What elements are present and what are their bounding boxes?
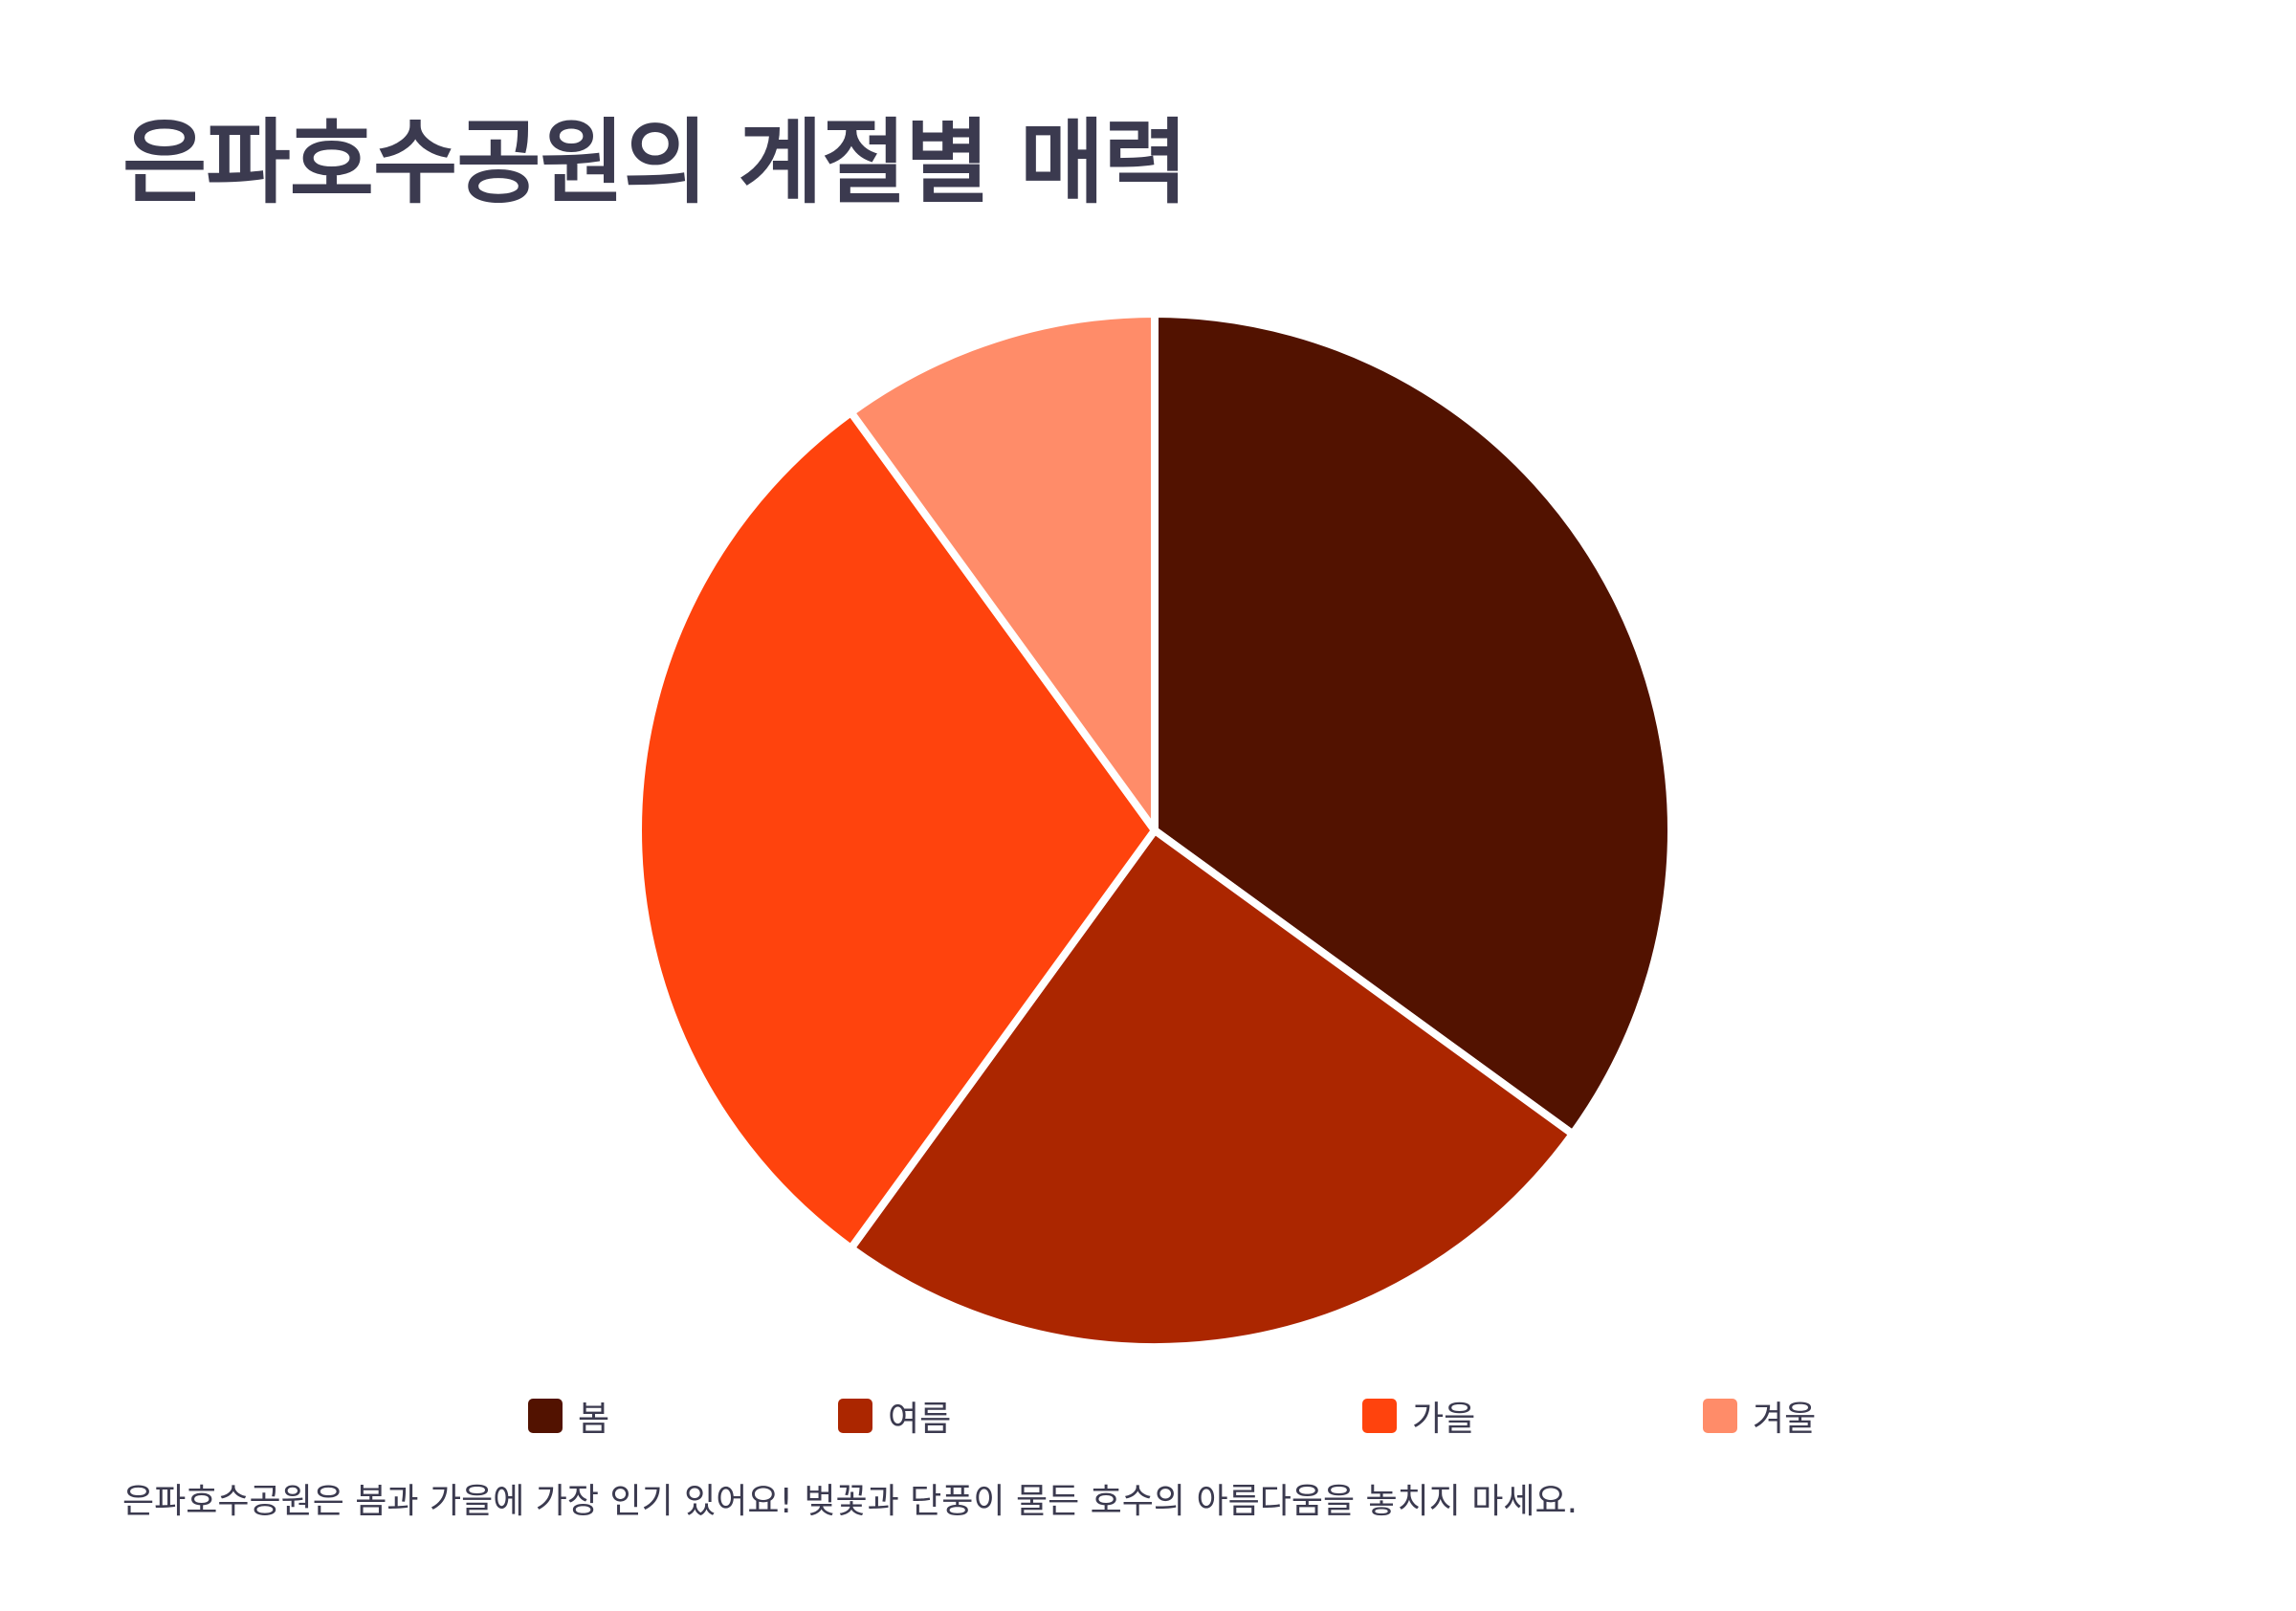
legend-item-autumn[interactable]: 가을	[1362, 1387, 1475, 1445]
legend-label-summer: 여름	[888, 1400, 952, 1439]
legend-item-spring[interactable]: 봄	[528, 1387, 609, 1445]
chart-footnote: 은파호수공원은 봄과 가을에 가장 인기 있어요! 벚꽃과 단풍이 물든 호수의…	[122, 1482, 1578, 1521]
pie-slice-spring[interactable]	[1151, 310, 1675, 1138]
legend-label-winter: 겨울	[1753, 1400, 1817, 1439]
pie-slice-winter[interactable]	[847, 310, 1159, 834]
pie-slice-autumn[interactable]	[634, 408, 1159, 1252]
legend-swatch-winter	[1703, 1399, 1737, 1433]
legend-label-autumn: 가을	[1412, 1400, 1476, 1439]
legend-label-spring: 봄	[578, 1400, 610, 1439]
legend-item-winter[interactable]: 겨울	[1703, 1387, 1816, 1445]
chart-legend: 봄 여름 가을 겨울	[0, 1387, 2296, 1445]
pie-slice-summer[interactable]	[847, 827, 1577, 1351]
chart-title: 은파호수공원의 계절별 매력	[122, 109, 1188, 216]
legend-item-summer[interactable]: 여름	[838, 1387, 951, 1445]
legend-swatch-spring	[528, 1399, 563, 1433]
legend-swatch-autumn	[1362, 1399, 1397, 1433]
legend-swatch-summer	[838, 1399, 872, 1433]
